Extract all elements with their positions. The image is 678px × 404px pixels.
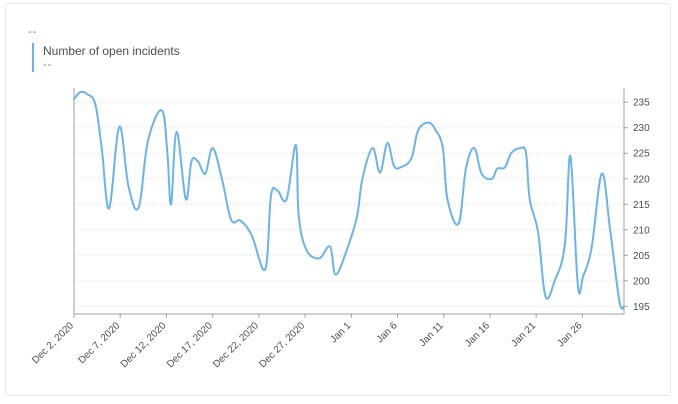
series-line-open-incidents[interactable] [73, 90, 625, 310]
legend-series-value: -- [43, 59, 53, 71]
y-tick-label: 195 [633, 302, 650, 313]
header-value: -- [28, 26, 38, 38]
x-tick-label: Dec 17, 2020 [165, 320, 215, 370]
x-tick-label: Jan 1 [328, 320, 353, 345]
y-tick-label: 200 [633, 276, 650, 287]
x-tick-label: Dec 12, 2020 [119, 320, 169, 370]
y-tick-label: 225 [633, 149, 650, 160]
x-tick-label: Dec 22, 2020 [211, 320, 261, 370]
x-tick-label: Jan 16 [463, 320, 492, 349]
x-tick-label: Dec 27, 2020 [257, 320, 307, 370]
chart-card [5, 3, 671, 396]
y-tick-label: 205 [633, 251, 650, 262]
x-tick-label: Dec 2, 2020 [30, 320, 76, 366]
legend-series-name: Number of open incidents [43, 44, 180, 58]
x-tick-label: Jan 26 [556, 320, 585, 349]
y-tick-label: 210 [633, 225, 650, 236]
x-tick-label: Jan 21 [509, 320, 538, 349]
y-tick-label: 220 [633, 174, 650, 185]
legend[interactable]: Number of open incidents -- [32, 43, 180, 72]
series-layer [73, 90, 625, 310]
axes [73, 88, 625, 315]
x-tick-label: Dec 7, 2020 [76, 320, 122, 366]
y-axis-ticks: 195 200 205 210 215 220 225 230 235 [624, 98, 650, 313]
x-tick-label: Jan 6 [375, 320, 400, 345]
y-tick-label: 230 [633, 123, 650, 134]
y-tick-label: 215 [633, 200, 650, 211]
y-tick-label: 235 [633, 98, 650, 109]
x-tick-label: Jan 11 [417, 320, 446, 349]
